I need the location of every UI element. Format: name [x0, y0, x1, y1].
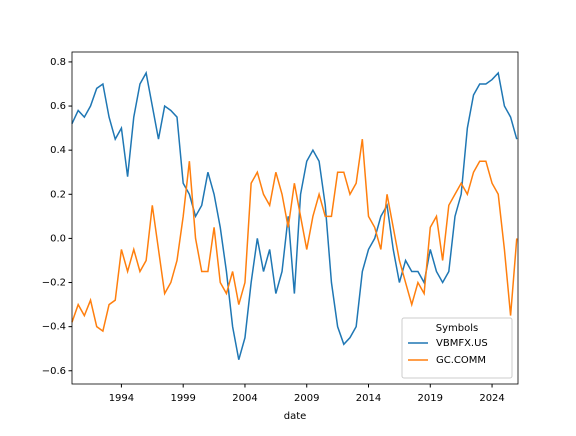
y-tick-label: 0.4: [50, 145, 66, 156]
plot-frame: [71, 51, 519, 385]
y-tick-label: 0.2: [50, 189, 66, 200]
y-tick-label: −0.4: [42, 322, 66, 333]
legend-title: Symbols: [436, 323, 478, 334]
y-tick-label: 0.8: [50, 57, 66, 68]
y-tick-label: 0.6: [50, 101, 66, 112]
series-line: [71, 70, 518, 360]
x-axis-label: date: [284, 411, 307, 422]
x-tick-label: 2009: [294, 393, 319, 404]
x-tick-label: 1999: [170, 393, 195, 404]
x-tick-label: 1994: [109, 393, 134, 404]
series-line: [71, 139, 518, 333]
y-tick-label: −0.6: [42, 366, 66, 377]
y-tick-label: −0.2: [42, 278, 66, 289]
legend-label: GC.COMM: [436, 355, 486, 366]
legend-box: [401, 317, 513, 379]
x-tick-label: 2004: [232, 393, 257, 404]
x-tick-label: 2024: [479, 393, 504, 404]
x-tick-label: 2014: [356, 393, 381, 404]
x-tick-label: 2019: [418, 393, 443, 404]
y-tick-label: 0.0: [50, 233, 66, 244]
legend-label: VBMFX.US: [436, 338, 488, 349]
